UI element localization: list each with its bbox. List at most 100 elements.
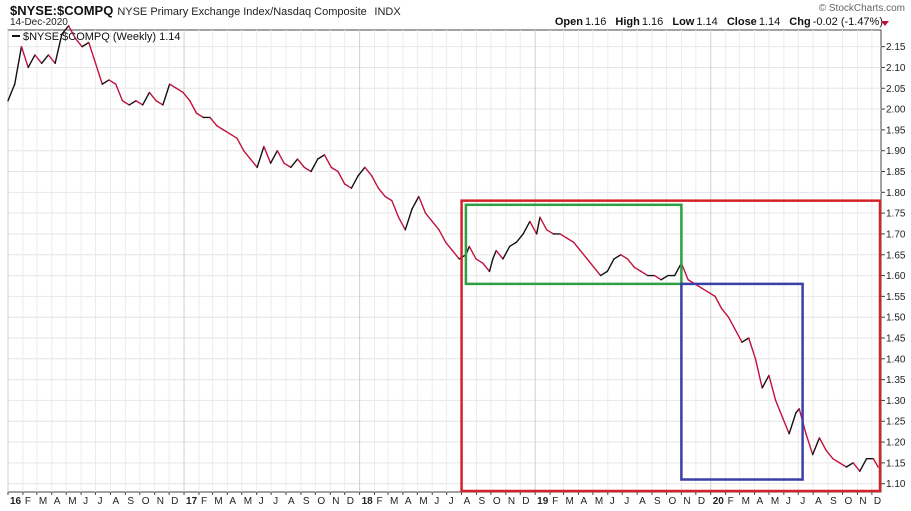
x-tick-label: 19 [537,496,549,507]
series-segment [269,150,279,164]
series-segment [310,158,319,173]
series-segment [586,258,595,268]
series-segment [222,129,231,135]
x-tick-label: M [39,496,47,507]
series-segment [761,374,770,389]
series-segment [811,437,821,456]
annotation-boxes [460,199,882,493]
series-segment [377,187,386,198]
annotation-rectangle [460,199,882,493]
x-tick-label: O [493,496,501,507]
brand-watermark: © StockCharts.com [818,3,905,14]
series-segment [364,166,373,177]
series-segment [714,295,723,310]
series-segment [660,274,669,281]
series-segment [488,258,494,273]
series-segment [263,145,272,164]
series-segment [155,100,164,106]
x-tick-label: J [800,496,805,507]
series-segment [727,316,736,331]
symbol-text: $NYSE:$COMPQ [10,3,114,18]
open-value: 1.16 [584,16,607,28]
series-segment [721,308,730,318]
series-segment [135,100,144,106]
series-segment [370,174,380,189]
low-value: 1.14 [696,16,718,28]
series-segment [296,158,305,169]
x-tick-label: N [157,496,164,507]
series-segment [108,79,117,85]
series-segment [121,100,130,106]
series-segment [20,45,29,69]
series-segment [350,174,359,189]
x-tick-label: D [874,496,881,507]
legend: $NYSE:$COMPQ (Weekly) 1.14 [12,31,181,43]
chg-value: -0.02 (-1.47%) [812,16,883,28]
y-tick-label: 1.15 [886,458,906,469]
series-segment [229,133,238,139]
x-tick-label: M [595,496,603,507]
series-segment [357,166,366,177]
series-segment [700,287,710,293]
series-segment [303,166,312,173]
high-value: 1.16 [641,16,664,28]
series-segment [337,170,346,185]
x-tick-label: N [508,496,515,507]
series-segment [838,462,848,468]
y-tick-label: 1.55 [886,292,906,303]
x-tick-label: D [698,496,705,507]
series-segment [101,79,110,85]
x-tick-label: O [845,496,853,507]
series-segment [859,458,868,472]
x-tick-label: F [552,496,558,507]
chart-header: $NYSE:$COMPQ NYSE Primary Exchange Index/… [0,0,911,30]
close-value: 1.14 [758,16,781,28]
x-tick-label: A [54,496,61,507]
x-tick-label: M [742,496,750,507]
series-segment [593,266,602,277]
series-segment [242,150,252,160]
series-segment [852,462,861,472]
y-tick-label: 1.75 [886,209,906,220]
series-segment [495,249,504,260]
series-segment [599,270,609,277]
series-segment [40,54,50,64]
x-tick-label: M [68,496,76,507]
series-segment [451,249,460,260]
x-tick-label: J [786,496,791,507]
series-segment [195,112,204,119]
x-tick-label: M [390,496,398,507]
series-segment [175,87,184,94]
series-segment [579,249,588,260]
x-tick-label: F [201,496,207,507]
series-segment [290,158,299,169]
series-segment [141,91,151,106]
x-tick-label: J [449,496,454,507]
x-tick-label: D [522,496,529,507]
series-segment [411,195,420,210]
x-tick-label: 20 [713,496,725,507]
series-segment [774,399,784,418]
series-segment [741,337,750,343]
x-axis: 16 F M A M J J A S O N D 17 F M A M J J A S O N D 18 F M A M J J A S O N D 1… [7,492,881,507]
x-tick-label: J [624,496,629,507]
y-tick-label: 1.50 [886,313,906,324]
y-tick-label: 1.85 [886,167,906,178]
series-segment [74,37,83,48]
high-label: High [615,16,640,28]
series-segment [330,166,339,173]
x-tick-label: M [566,496,574,507]
x-tick-label: N [859,496,866,507]
y-tick-label: 2.00 [886,105,906,116]
series-segment [788,412,797,435]
y-tick-label: 1.40 [886,354,906,365]
x-tick-label: A [112,496,119,507]
y-tick-label: 2.10 [886,63,906,74]
series-segment [633,266,642,273]
series-segment [445,241,454,252]
series-segment [872,458,879,468]
y-axis: 1.10 1.15 1.20 1.25 1.30 1.35 1.40 1.45 1.50 1.55… [881,42,906,490]
series-segment [781,416,790,435]
series-segment [27,54,36,69]
series-segment [189,100,198,114]
